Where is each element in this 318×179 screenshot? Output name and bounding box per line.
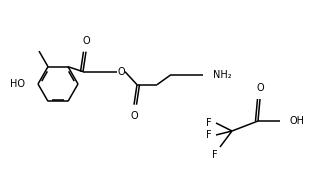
Text: F: F: [206, 130, 212, 140]
Text: HO: HO: [10, 79, 25, 89]
Text: F: F: [212, 150, 218, 160]
Text: O: O: [82, 36, 90, 46]
Text: OH: OH: [290, 116, 305, 126]
Text: O: O: [130, 111, 138, 121]
Text: F: F: [206, 118, 212, 128]
Text: NH₂: NH₂: [213, 70, 232, 80]
Text: O: O: [256, 83, 264, 93]
Text: O: O: [117, 67, 125, 77]
